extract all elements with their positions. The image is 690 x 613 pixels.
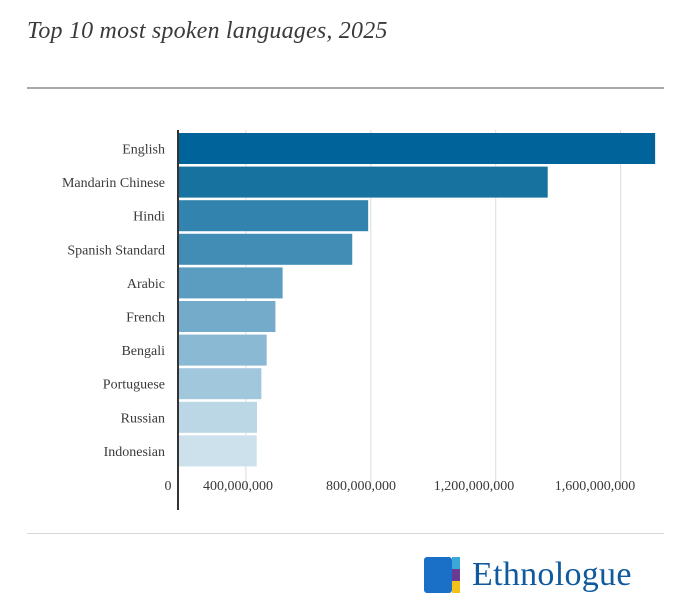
x-tick-label: 800,000,000: [326, 479, 396, 494]
bar: [178, 435, 257, 467]
category-label: Russian: [121, 411, 165, 426]
category-label: Indonesian: [104, 445, 165, 460]
x-tick-label: 0: [165, 479, 172, 494]
category-label: Hindi: [133, 210, 165, 225]
bar: [178, 301, 276, 332]
bar: [178, 233, 353, 265]
x-tick-labels: 0 400,000,000 800,000,000 1,200,000,000 1,60…: [165, 479, 636, 494]
category-label: Portuguese: [103, 378, 165, 393]
bar: [178, 401, 258, 433]
footer-divider: [27, 533, 664, 534]
bar: [178, 133, 656, 164]
category-label: Spanish Standard: [67, 243, 165, 258]
x-tick-label: 1,600,000,000: [555, 479, 636, 494]
x-tick-label: 400,000,000: [203, 479, 273, 494]
bar-chart: English Mandarin Chinese Hindi Spanish Stan…: [62, 130, 656, 510]
bar: [178, 334, 267, 366]
title-divider: [27, 87, 664, 89]
bar: [178, 368, 262, 400]
x-tick-label: 1,200,000,000: [434, 479, 515, 494]
brand-name: Ethnologue: [472, 556, 632, 593]
bar: [178, 166, 548, 198]
category-label: French: [126, 311, 165, 326]
category-label: Arabic: [127, 277, 165, 292]
ethnologue-logo: Ethnologue: [424, 555, 632, 595]
category-label: English: [122, 143, 165, 158]
bars: [178, 133, 656, 467]
category-label: Mandarin Chinese: [62, 176, 165, 191]
bar: [178, 200, 369, 232]
ethnologue-logo-icon: [424, 557, 460, 593]
category-label: Bengali: [121, 344, 165, 359]
bar: [178, 267, 283, 299]
chart-title: Top 10 most spoken languages, 2025: [27, 18, 388, 44]
category-labels: English Mandarin Chinese Hindi Spanish Stan…: [62, 143, 165, 460]
